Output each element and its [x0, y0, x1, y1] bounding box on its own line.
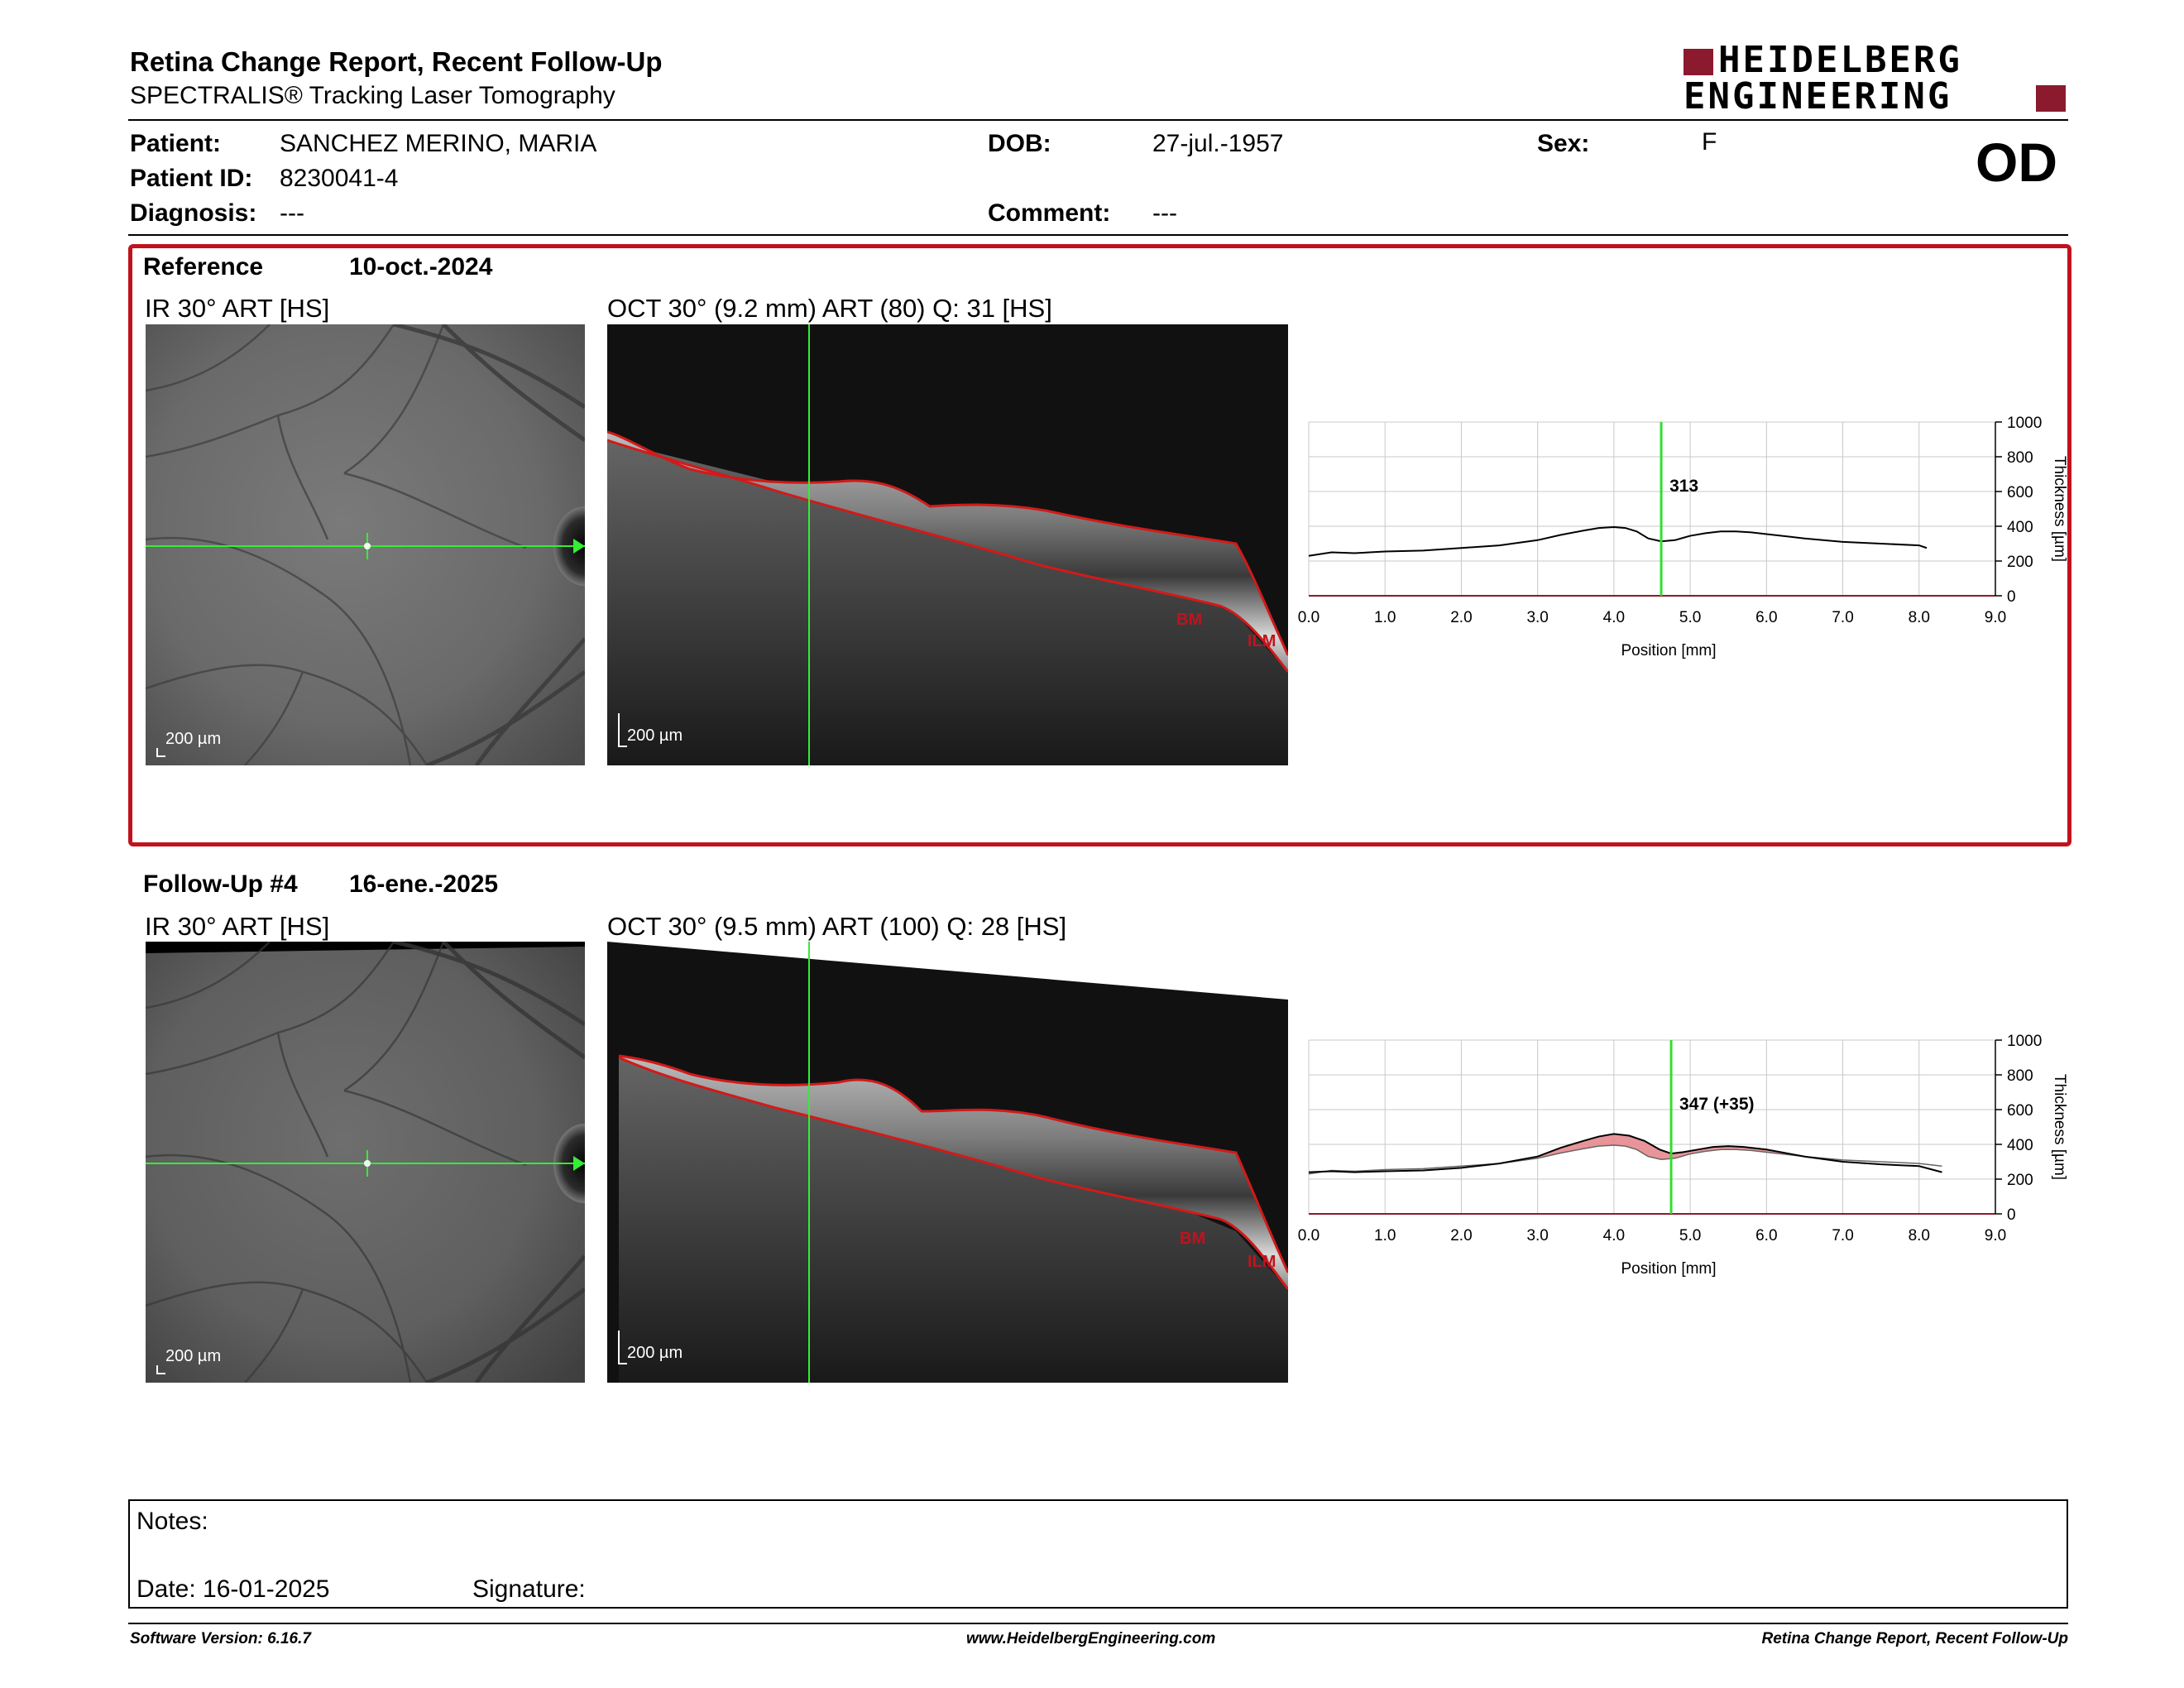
header-divider	[128, 119, 2068, 121]
reference-box	[128, 244, 2071, 846]
y-tick-label: 0	[2007, 1206, 2016, 1224]
followup-ir-title: IR 30° ART [HS]	[145, 912, 330, 941]
footer-report-name: Retina Change Report, Recent Follow-Up	[1761, 1630, 2068, 1647]
followup-oct-title: OCT 30° (9.5 mm) ART (100) Q: 28 [HS]	[607, 912, 1067, 941]
y-axis-title: Thickness [µm]	[2051, 1074, 2068, 1180]
y-tick-label: 400	[2007, 1137, 2033, 1154]
reference-date: 10-oct.-2024	[349, 253, 493, 281]
x-tick-label: 3.0	[1526, 609, 1548, 626]
oct-bscan-graphic	[607, 324, 1288, 765]
comment-label: Comment:	[988, 199, 1111, 227]
x-tick-label: 9.0	[1985, 1227, 2006, 1244]
followup-ir-image[interactable]: 200 µm	[146, 942, 585, 1383]
y-tick-label: 600	[2007, 484, 2033, 501]
x-tick-label: 0.0	[1298, 609, 1320, 626]
ir-scale-label: 200 µm	[165, 730, 222, 748]
oct-bm-label: BM	[1176, 611, 1203, 629]
notes-label: Notes:	[136, 1508, 208, 1535]
reference-oct-title: OCT 30° (9.2 mm) ART (80) Q: 31 [HS]	[607, 294, 1052, 323]
reference-ir-image[interactable]: 200 µm	[146, 324, 585, 765]
followup-date: 16-ene.-2025	[349, 870, 499, 898]
x-tick-label: 2.0	[1450, 1227, 1472, 1244]
x-tick-label: 7.0	[1832, 609, 1853, 626]
x-tick-label: 8.0	[1909, 1227, 1930, 1244]
ir-fundus-graphic	[146, 324, 585, 765]
ir-fundus-graphic	[146, 942, 585, 1383]
thickness-increase-area	[1309, 1134, 1942, 1174]
footer-divider	[128, 1623, 2068, 1624]
oct-scale-label: 200 µm	[627, 1344, 683, 1362]
y-tick-label: 800	[2007, 1067, 2033, 1085]
y-tick-label: 400	[2007, 519, 2033, 536]
x-tick-label: 4.0	[1603, 1227, 1625, 1244]
oct-bscan-graphic	[607, 942, 1288, 1383]
oct-ilm-label: ILM	[1248, 1253, 1276, 1271]
y-axis-title: Thickness [µm]	[2051, 456, 2068, 562]
thickness-line	[1308, 1144, 1942, 1175]
patient-label: Patient:	[130, 130, 222, 157]
x-axis-title: Position [mm]	[1621, 642, 1716, 659]
oct-ilm-label: ILM	[1248, 632, 1276, 650]
sex-label: Sex:	[1537, 130, 1590, 157]
x-tick-label: 7.0	[1832, 1227, 1853, 1244]
ir-scale-label: 200 µm	[165, 1347, 222, 1365]
dob-label: DOB:	[988, 130, 1051, 157]
reference-ir-title: IR 30° ART [HS]	[145, 294, 330, 323]
y-tick-label: 0	[2007, 588, 2016, 606]
patient-id: 8230041-4	[280, 165, 399, 192]
report-subtitle: SPECTRALIS® Tracking Laser Tomography	[130, 82, 615, 109]
y-tick-label: 200	[2007, 554, 2033, 571]
logo-line1: HEIDELBERG	[1718, 39, 1962, 81]
website-link[interactable]: www.HeidelbergEngineering.com	[966, 1630, 1216, 1647]
followup-label: Follow-Up #4	[143, 870, 298, 898]
y-tick-label: 800	[2007, 449, 2033, 467]
patient-divider	[128, 234, 2068, 236]
followup-thickness-chart: 0.0 1.0 2.0 3.0 4.0 5.0 6.0 7.0 8.0 9.00 200 400 600…	[1298, 1033, 2068, 1278]
dob-value: 27-jul.-1957	[1152, 130, 1284, 157]
x-tick-label: 6.0	[1755, 609, 1777, 626]
software-version: Software Version: 6.16.7	[130, 1630, 311, 1647]
y-tick-label: 1000	[2007, 1033, 2042, 1050]
x-tick-label: 4.0	[1603, 609, 1625, 626]
reference-oct-image[interactable]: BM ILM 200 µm	[607, 324, 1288, 765]
x-axis-title: Position [mm]	[1621, 1260, 1716, 1278]
x-tick-label: 8.0	[1909, 609, 1930, 626]
logo-line2: ENGINEERING	[1684, 75, 1952, 117]
notes-date: Date: 16-01-2025	[136, 1575, 330, 1603]
report-title: Retina Change Report, Recent Follow-Up	[130, 46, 663, 77]
oct-bm-label: BM	[1180, 1230, 1206, 1248]
oct-scale-label: 200 µm	[627, 727, 683, 745]
signature-label: Signature:	[472, 1575, 586, 1603]
sex-value: F	[1702, 128, 1717, 156]
x-tick-label: 1.0	[1374, 609, 1396, 626]
x-tick-label: 1.0	[1374, 1227, 1396, 1244]
comment-value: ---	[1152, 199, 1177, 227]
x-tick-label: 6.0	[1755, 1227, 1777, 1244]
x-tick-label: 3.0	[1526, 1227, 1548, 1244]
x-tick-label: 0.0	[1298, 1227, 1320, 1244]
y-tick-label: 1000	[2007, 415, 2042, 432]
diagnosis-label: Diagnosis:	[130, 199, 257, 227]
marker-value-label: 313	[1669, 477, 1698, 496]
reference-label: Reference	[143, 253, 264, 281]
x-tick-label: 5.0	[1679, 1227, 1701, 1244]
heidelberg-logo: HEIDELBERG ENGINEERING	[1684, 42, 2066, 117]
x-tick-label: 2.0	[1450, 609, 1472, 626]
thickness-line	[1308, 1133, 1942, 1173]
diagnosis-value: ---	[280, 199, 304, 227]
marker-value-label: 347 (+35)	[1679, 1095, 1754, 1114]
x-tick-label: 9.0	[1985, 609, 2006, 626]
notes-box[interactable]: Notes: Date: 16-01-2025 Signature:	[128, 1499, 2068, 1609]
reference-thickness-chart: 0.0 1.0 2.0 3.0 4.0 5.0 6.0 7.0 8.0 9.00 200 400 600…	[1298, 415, 2068, 659]
patient-name: SANCHEZ MERINO, MARIA	[280, 130, 597, 157]
thickness-line	[1308, 526, 1928, 557]
patient-id-label: Patient ID:	[130, 165, 253, 192]
followup-oct-image[interactable]: BM ILM 200 µm	[607, 942, 1288, 1383]
x-tick-label: 5.0	[1679, 609, 1701, 626]
y-tick-label: 600	[2007, 1102, 2033, 1120]
eye-label: OD	[1976, 132, 2057, 193]
y-tick-label: 200	[2007, 1172, 2033, 1189]
